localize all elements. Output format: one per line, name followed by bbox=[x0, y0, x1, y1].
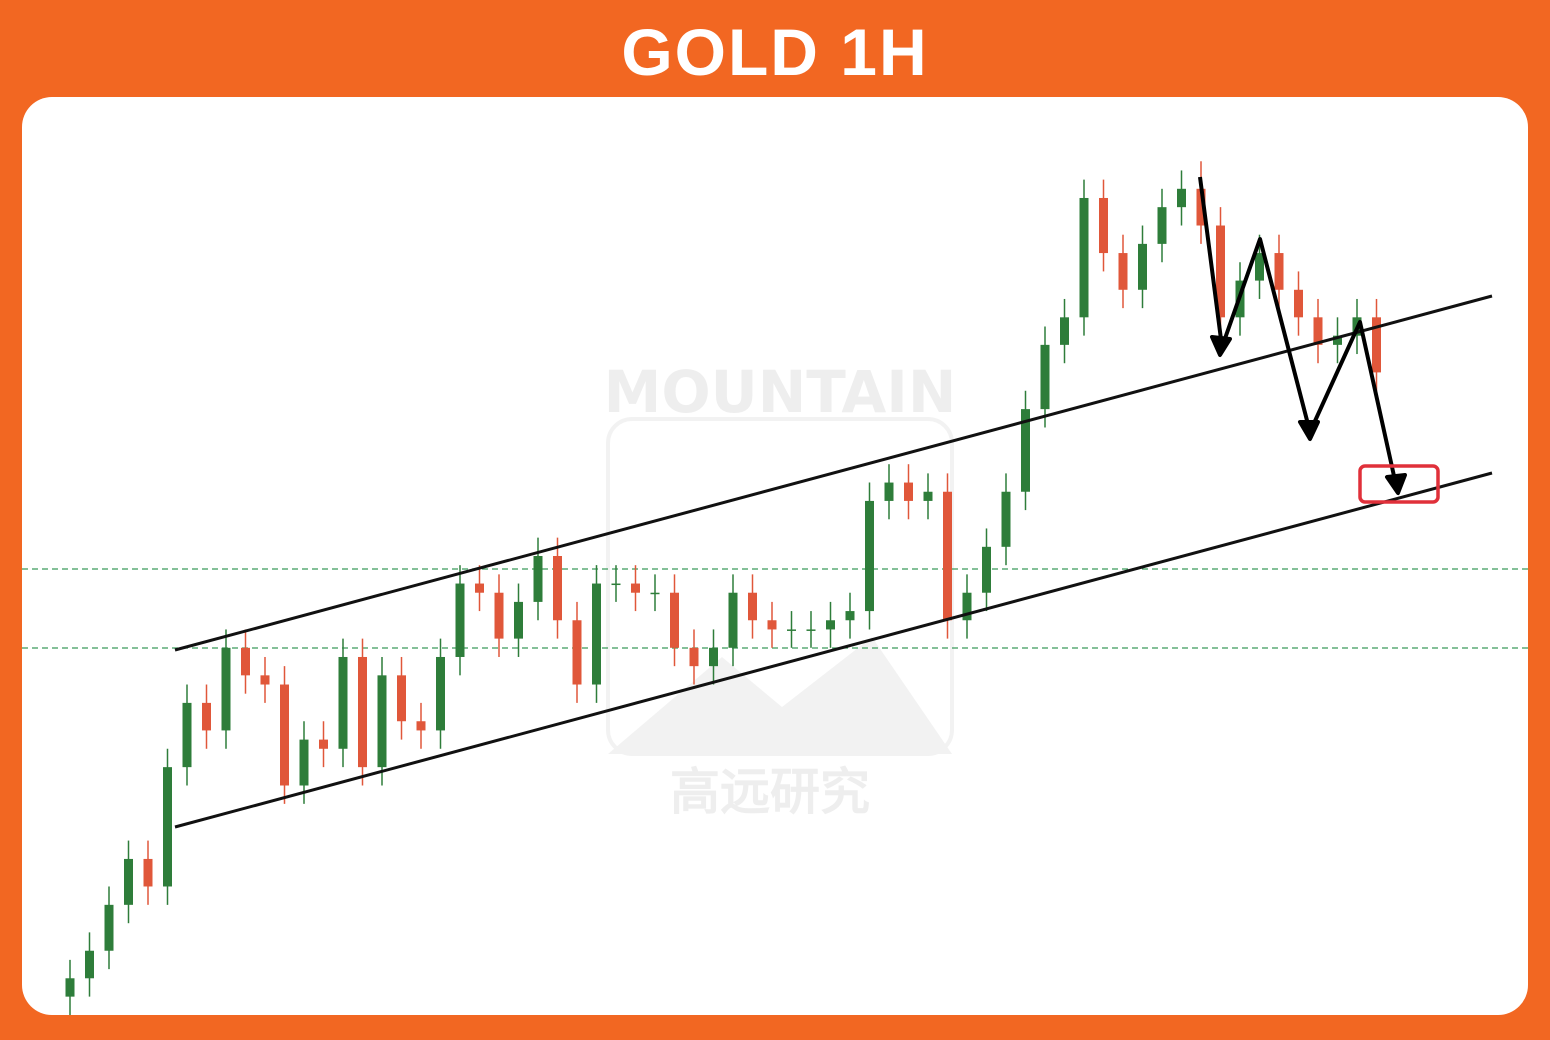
candle-body bbox=[923, 491, 933, 501]
candle-body bbox=[436, 656, 445, 731]
candle-body bbox=[1177, 188, 1186, 208]
candle-body bbox=[533, 556, 543, 602]
candle-body bbox=[943, 491, 952, 621]
watermark: MOUNTAIN 高远研究 bbox=[604, 358, 957, 821]
candle-body bbox=[299, 739, 309, 786]
candle-body bbox=[182, 702, 192, 768]
candle-body bbox=[514, 601, 523, 639]
candle-body bbox=[143, 858, 153, 887]
candle-body bbox=[1196, 188, 1206, 226]
candle-body bbox=[553, 556, 562, 621]
projection-path bbox=[1198, 176, 1398, 486]
candle-body bbox=[631, 583, 640, 593]
candle-body bbox=[845, 611, 855, 621]
candle-body bbox=[1001, 491, 1011, 547]
chart: MOUNTAIN 高远研究 bbox=[22, 161, 1528, 1015]
candle-body bbox=[1274, 253, 1284, 290]
candle-body bbox=[728, 592, 738, 648]
candle-body bbox=[1060, 317, 1069, 345]
candle-body bbox=[748, 592, 757, 621]
candle-body bbox=[884, 482, 894, 501]
candle-body bbox=[611, 583, 621, 586]
candle-body bbox=[319, 739, 328, 749]
candle-body bbox=[65, 978, 75, 997]
candle-body bbox=[806, 629, 816, 631]
candle-body bbox=[280, 684, 289, 786]
chart-title: GOLD 1H bbox=[621, 15, 929, 89]
candle-body bbox=[416, 721, 426, 731]
candle-body bbox=[962, 592, 972, 621]
watermark-sub: 高远研究 bbox=[670, 763, 870, 821]
candle-body bbox=[1255, 253, 1264, 281]
candle-body bbox=[377, 675, 387, 768]
candle-body bbox=[1157, 207, 1167, 244]
candle-body bbox=[104, 904, 114, 951]
candle-body bbox=[904, 482, 913, 501]
candle-body bbox=[85, 950, 94, 979]
candle-body bbox=[1313, 317, 1323, 345]
candle-body bbox=[767, 620, 777, 630]
candle-body bbox=[163, 767, 172, 887]
candle-body bbox=[494, 592, 504, 639]
candle-body bbox=[787, 629, 796, 631]
watermark-text: MOUNTAIN bbox=[604, 358, 957, 426]
watermark-mountain bbox=[608, 637, 952, 754]
candle-body bbox=[592, 583, 601, 685]
candle-body bbox=[1040, 344, 1050, 410]
candle-body bbox=[338, 656, 348, 749]
candle-body bbox=[689, 647, 699, 667]
candle-body bbox=[1099, 197, 1108, 254]
candle-body bbox=[865, 500, 874, 612]
arrow-head bbox=[1298, 420, 1320, 441]
candle-body bbox=[202, 702, 211, 731]
candles bbox=[65, 161, 1381, 1015]
candle-body bbox=[221, 647, 231, 731]
candle-body bbox=[709, 647, 718, 667]
channel-upper bbox=[174, 294, 1493, 652]
candle-body bbox=[1118, 253, 1128, 290]
candle-body bbox=[1294, 289, 1303, 318]
candle-body bbox=[670, 592, 679, 648]
target-box bbox=[1358, 464, 1440, 504]
candle-body bbox=[241, 647, 250, 676]
candle-body bbox=[1333, 335, 1342, 345]
candle-body bbox=[260, 675, 270, 685]
candle-body bbox=[397, 675, 406, 722]
arrow-head bbox=[1210, 335, 1232, 357]
arrow-head bbox=[1385, 473, 1407, 495]
candle-body bbox=[1079, 197, 1089, 318]
projection-arrows bbox=[1198, 176, 1407, 495]
candle-body bbox=[124, 858, 133, 905]
candle-body bbox=[650, 592, 660, 595]
chart-panel: MOUNTAIN 高远研究 bbox=[22, 97, 1528, 1015]
candle-body bbox=[1372, 317, 1381, 373]
candle-body bbox=[358, 656, 367, 768]
candle-body bbox=[826, 620, 835, 630]
candle-body bbox=[1021, 409, 1030, 492]
candle-body bbox=[1216, 225, 1225, 318]
candle-body bbox=[475, 583, 484, 593]
candle-body bbox=[572, 620, 582, 685]
candle-body bbox=[455, 583, 465, 657]
candle-body bbox=[982, 546, 991, 593]
candle-body bbox=[1138, 243, 1147, 290]
channel-lower bbox=[174, 471, 1493, 829]
